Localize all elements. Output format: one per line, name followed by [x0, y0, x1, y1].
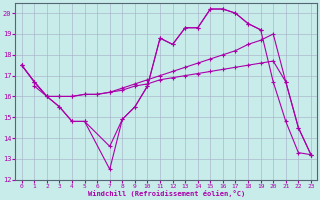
- X-axis label: Windchill (Refroidissement éolien,°C): Windchill (Refroidissement éolien,°C): [88, 190, 245, 197]
